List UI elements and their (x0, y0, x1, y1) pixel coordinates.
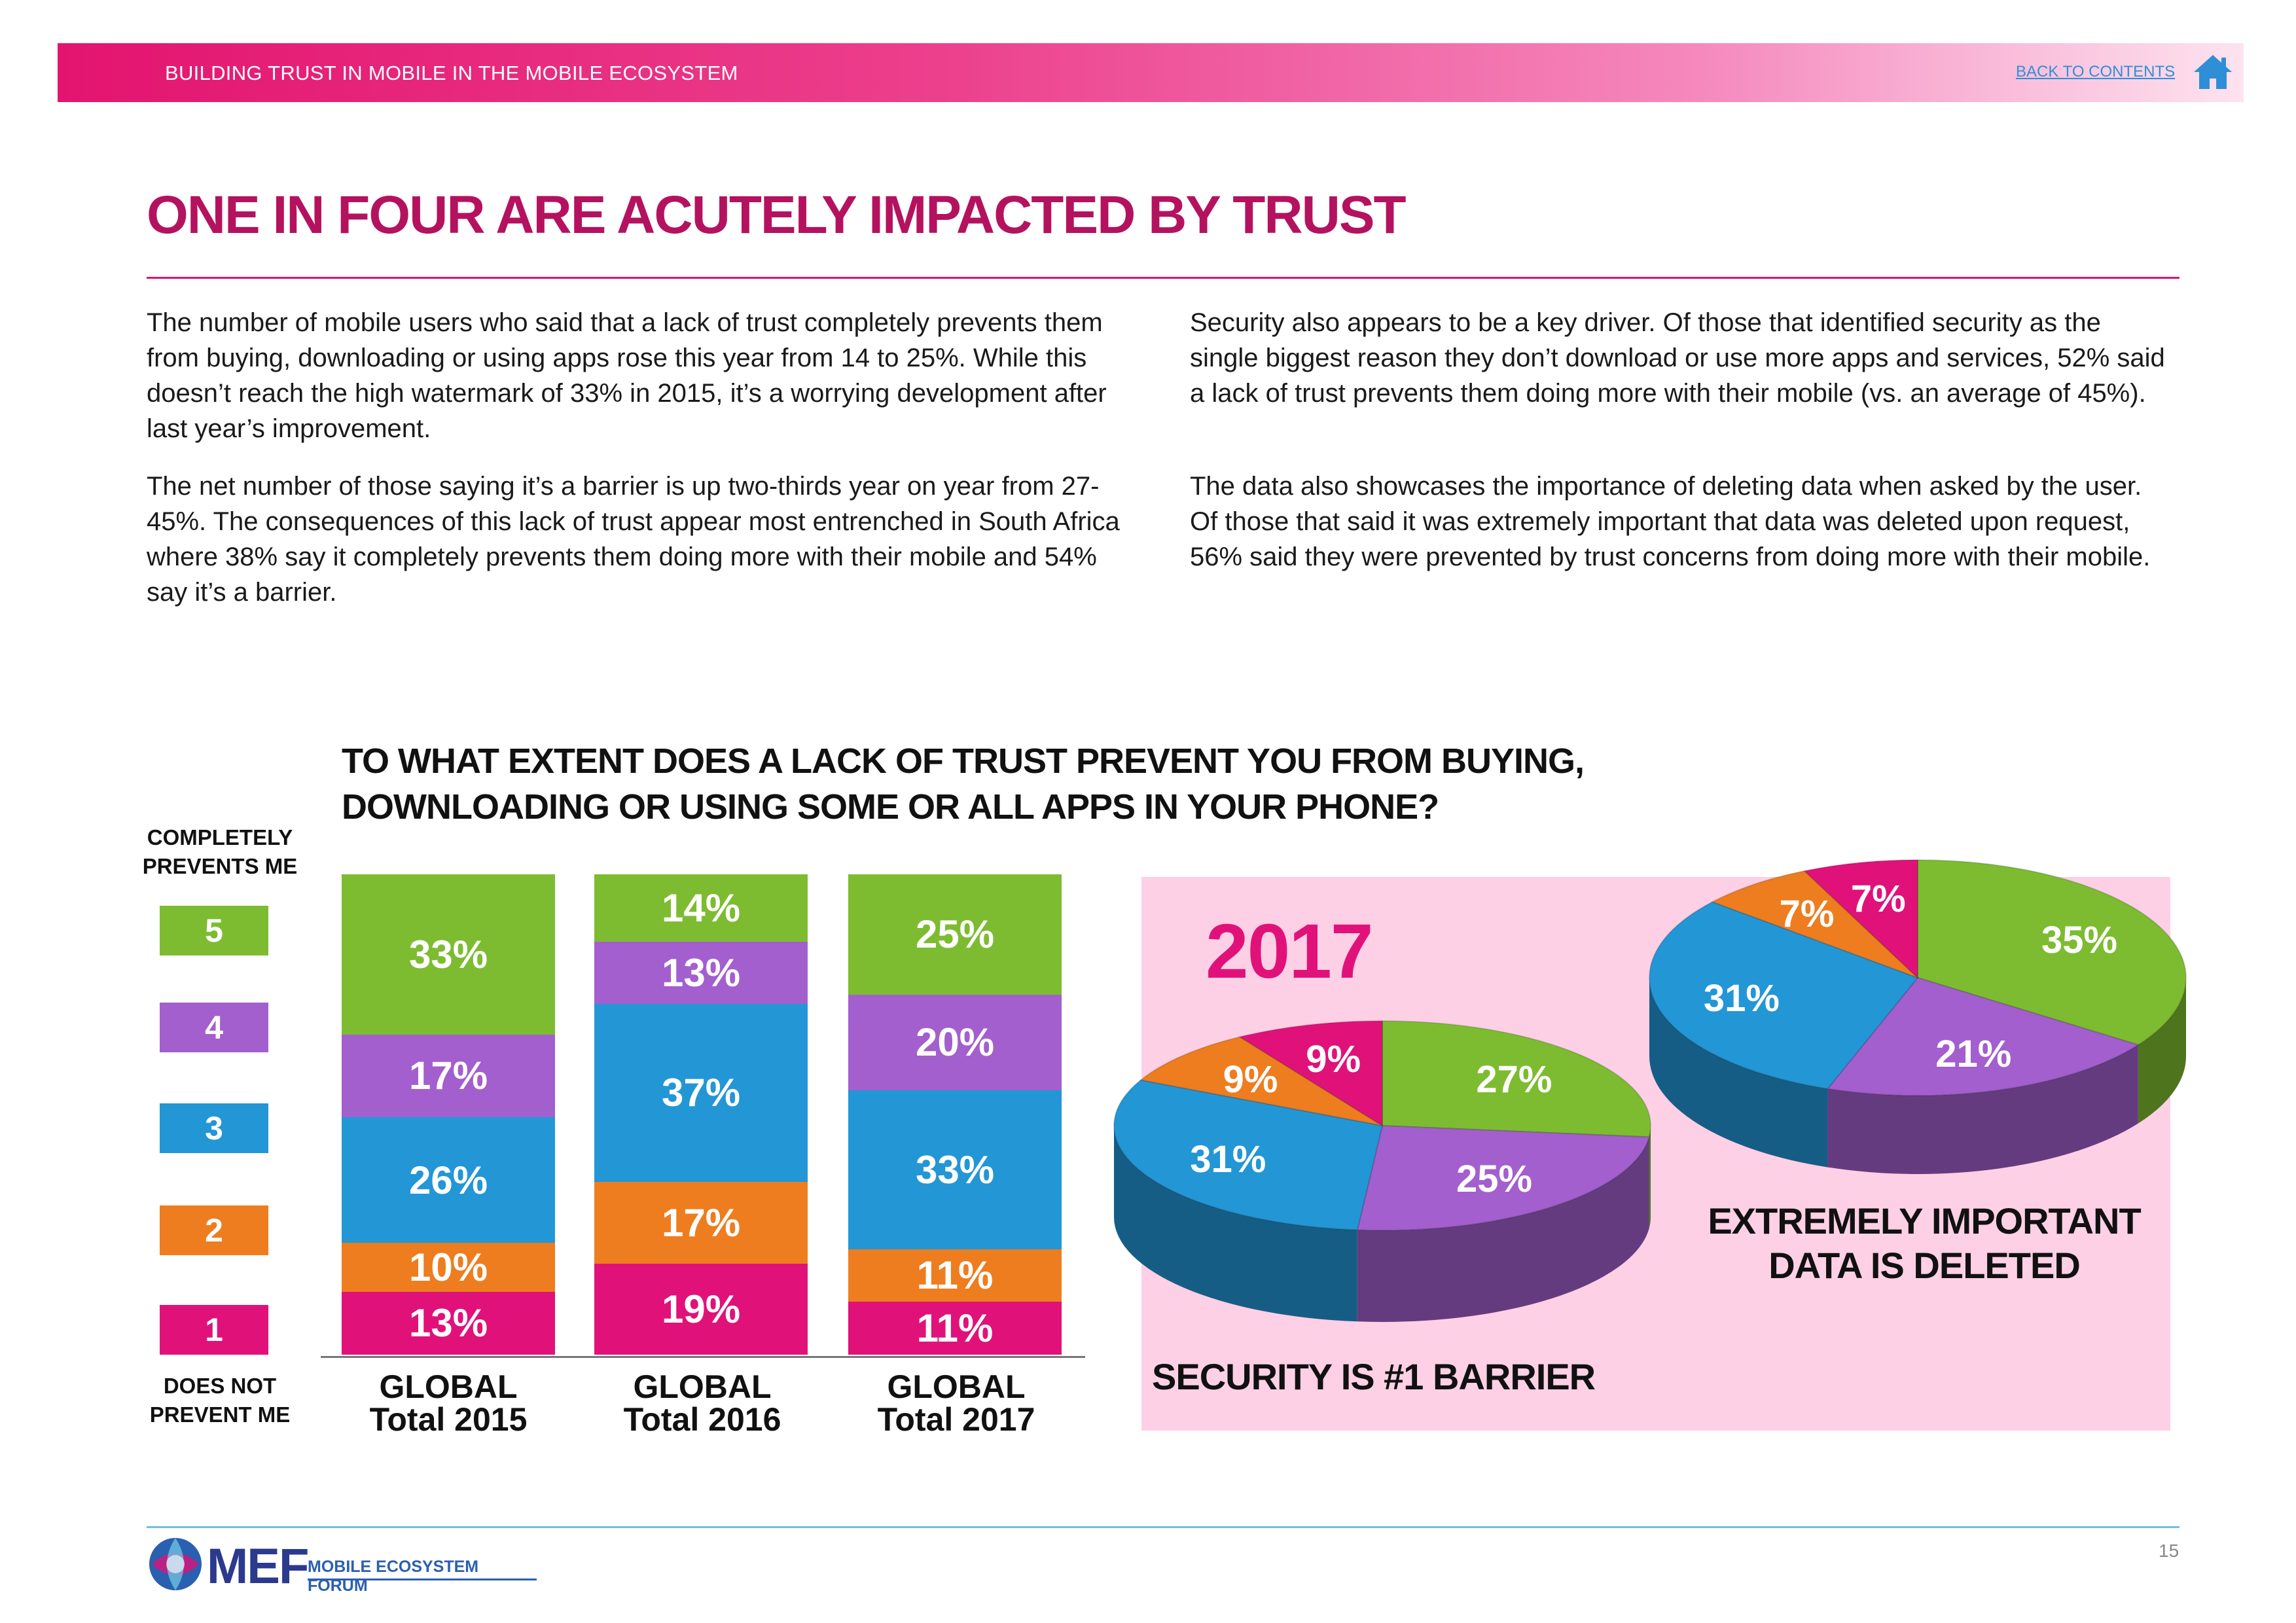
bar-segment-2-2: 17% (594, 1181, 808, 1264)
bar-segment-1-2: 19% (594, 1263, 808, 1355)
header-bar: BUILDING TRUST IN MOBILE IN THE MOBILE E… (58, 43, 2244, 102)
pie-1-label-2: 9% (1223, 1058, 1278, 1101)
bar-value-label: 17% (408, 1054, 488, 1098)
pie-1-label-5: 27% (1476, 1058, 1552, 1101)
paragraph-1: The number of mobile users who said that… (147, 308, 1107, 443)
bar-segment-5-1: 33% (342, 874, 555, 1035)
pie-year-label: 2017 (1206, 908, 1374, 995)
bar-segment-1-1: 13% (342, 1291, 555, 1355)
bar-value-label: 13% (408, 1301, 488, 1346)
pie-2-label-3: 31% (1703, 976, 1780, 1020)
bar-segment-1-3: 11% (848, 1302, 1062, 1355)
pie-1-label-4: 25% (1456, 1157, 1533, 1200)
chart-baseline (321, 1356, 1085, 1358)
page-title: ONE IN FOUR ARE ACUTELY IMPACTED BY TRUS… (147, 185, 1407, 245)
bar-value-label: 20% (915, 1020, 995, 1065)
page-number: 15 (2159, 1541, 2179, 1561)
logo-text: MEF (207, 1539, 309, 1594)
pie-2-label-4: 21% (1935, 1032, 2012, 1075)
paragraph-4: The data also showcases the importance o… (1190, 472, 2151, 571)
pie-1-caption: SECURITY IS #1 BARRIER (1152, 1356, 1596, 1397)
bar-value-label: 10% (408, 1245, 488, 1290)
chart-title: TO WHAT EXTENT DOES A LACK OF TRUST PREV… (342, 741, 1585, 827)
pie-2-caption: EXTREMELY IMPORTANT DATA IS DELETED (1708, 1200, 2141, 1286)
y-axis-bottom-label: DOES NOT PREVENT ME (149, 1374, 291, 1427)
bar-segment-5-3: 25% (848, 874, 1062, 995)
legend-item-2: 2 (160, 1205, 268, 1255)
bar-segment-2-1: 10% (342, 1243, 555, 1292)
bar-segment-5-2: 14% (594, 874, 808, 942)
bar-segment-2-3: 11% (848, 1249, 1062, 1302)
legend-item-3: 3 (160, 1103, 268, 1153)
home-icon[interactable] (2193, 54, 2233, 90)
bar-value-label: 11% (916, 1253, 994, 1298)
pie-2-label-1: 7% (1850, 878, 1906, 921)
y-axis-top-label: COMPLETELY PREVENTS ME (142, 825, 298, 878)
back-to-contents-link[interactable]: BACK TO CONTENTS (2016, 63, 2176, 80)
legend-item-1: 1 (160, 1305, 268, 1355)
bar-value-label: 33% (915, 1147, 995, 1192)
legend-item-4: 4 (160, 1003, 268, 1052)
pie-1-label-1: 9% (1306, 1037, 1361, 1080)
paragraph-3: Security also appears to be a key driver… (1190, 308, 2165, 408)
pie-1-label-3: 31% (1190, 1137, 1266, 1181)
footer-divider (147, 1526, 2179, 1528)
bar-segment-4-1: 17% (342, 1034, 555, 1117)
bar-value-label: 33% (408, 932, 488, 976)
logo-underline (308, 1578, 537, 1580)
bar-segment-3-3: 33% (848, 1090, 1062, 1249)
bar-value-label: 37% (661, 1071, 741, 1115)
globe-logo-icon (149, 1538, 202, 1590)
bar-segment-4-3: 20% (848, 994, 1062, 1091)
logo-subtitle: MOBILE ECOSYSTEM FORUM (308, 1558, 479, 1595)
bar-value-label: 14% (661, 885, 741, 930)
bar-segment-3-1: 26% (342, 1116, 555, 1243)
paragraph-2: The net number of those saying it’s a ba… (147, 472, 1120, 607)
x-label-2017: GLOBAL Total 2017 (877, 1368, 1035, 1438)
bar-value-label: 17% (661, 1200, 741, 1245)
x-label-2016: GLOBAL Total 2016 (623, 1368, 781, 1438)
legend-item-5: 5 (160, 906, 268, 955)
pie-2-label-2: 7% (1779, 892, 1835, 935)
document-title: BUILDING TRUST IN MOBILE IN THE MOBILE E… (165, 62, 738, 84)
bar-value-label: 11% (916, 1306, 994, 1351)
x-label-2015: GLOBAL Total 2015 (369, 1368, 528, 1438)
bar-value-label: 13% (661, 950, 741, 995)
bar-value-label: 26% (408, 1158, 488, 1202)
title-divider (147, 277, 2179, 279)
pie-2-label-5: 35% (2041, 919, 2118, 962)
bar-segment-3-2: 37% (594, 1004, 808, 1182)
bar-value-label: 19% (661, 1287, 741, 1331)
mef-logo: MEF MOBILE ECOSYSTEM FORUM (147, 1535, 539, 1601)
bar-value-label: 25% (915, 912, 995, 957)
bar-segment-4-2: 13% (594, 941, 808, 1005)
